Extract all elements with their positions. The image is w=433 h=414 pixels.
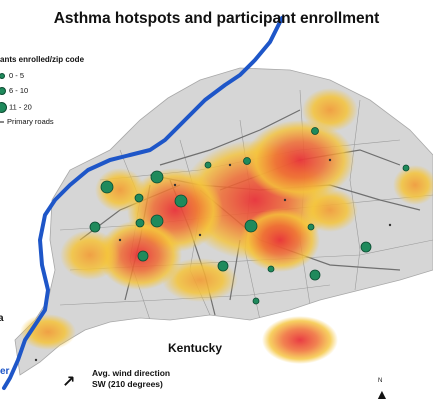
north-label: N	[378, 378, 383, 384]
hotspot	[262, 316, 338, 364]
enrollment-marker	[402, 164, 410, 172]
wind-direction: Avg. wind direction SW (210 degrees)	[92, 368, 170, 390]
hotspot	[245, 120, 355, 200]
enrollment-marker	[217, 260, 229, 272]
enrollment-marker	[134, 193, 144, 203]
hotspot	[302, 88, 358, 132]
wind-direction-label: Avg. wind direction	[92, 368, 171, 378]
map-title: Asthma hotspots and participant enrollme…	[53, 10, 380, 27]
wind-direction-value: SW (210 degrees)	[92, 379, 163, 389]
enrollment-marker	[360, 241, 372, 253]
river-label: er	[0, 366, 10, 377]
hotspot	[95, 168, 145, 212]
marker-medium-icon	[0, 87, 6, 96]
legend-item: 6 - 10	[0, 86, 28, 96]
legend-title: ants enrolled/zip code	[0, 55, 85, 64]
enrollment-marker	[204, 161, 212, 169]
enrollment-marker	[150, 214, 164, 228]
road-line-icon	[0, 121, 4, 123]
wind-arrow-icon: ↗	[62, 374, 76, 391]
hotspot	[393, 165, 433, 205]
marker-large-icon	[0, 102, 7, 113]
hotspot	[302, 188, 358, 232]
enrollment-markers	[89, 127, 410, 305]
north-arrow-icon: ▲	[375, 386, 389, 402]
zip-centroids	[34, 158, 392, 362]
river	[2, 16, 284, 390]
region-label: a	[0, 313, 4, 324]
enrollment-marker	[89, 221, 101, 233]
hotspot	[240, 208, 320, 272]
enrollment-marker	[174, 194, 188, 208]
legend-item: 11 - 20	[0, 102, 32, 113]
enrollment-marker	[252, 297, 260, 305]
enrollment-marker	[311, 127, 319, 135]
enrollment-marker	[137, 250, 149, 262]
enrollment-marker	[307, 223, 315, 231]
enrollment-marker	[267, 265, 275, 273]
enrollment-marker	[100, 180, 114, 194]
enrollment-marker	[243, 157, 251, 165]
enrollment-marker	[135, 218, 145, 228]
legend-item: Primary roads	[0, 117, 54, 126]
enrollment-marker	[309, 269, 321, 281]
state-label: Kentucky	[168, 341, 223, 355]
marker-small-icon	[0, 73, 5, 80]
enrollment-marker	[150, 170, 164, 184]
legend-item: 0 - 5	[0, 71, 24, 80]
enrollment-marker	[244, 219, 258, 233]
hotspot	[60, 230, 120, 280]
